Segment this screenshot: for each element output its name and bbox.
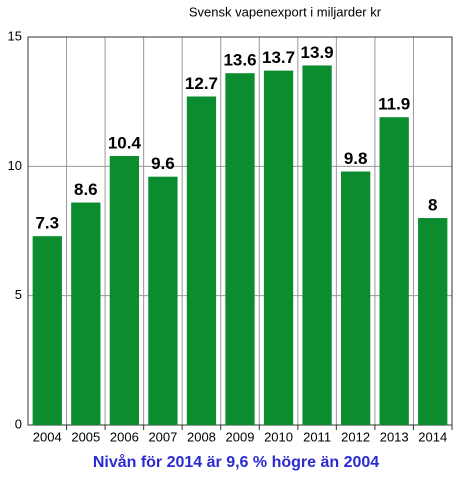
x-tick-label: 2010: [264, 429, 293, 444]
bar: [32, 236, 62, 425]
value-label: 8.6: [74, 180, 98, 199]
x-tick-label: 2004: [33, 429, 62, 444]
value-label: 13.7: [262, 48, 295, 67]
x-tick-label: 2007: [148, 429, 177, 444]
bar: [379, 117, 409, 425]
x-tick-label: 2011: [303, 429, 331, 444]
y-tick-label: 5: [15, 287, 22, 302]
x-tick-label: 2008: [187, 429, 216, 444]
bar: [148, 176, 178, 425]
bar: [225, 73, 255, 426]
x-tick-label: 2006: [110, 429, 139, 444]
value-label: 11.9: [378, 95, 410, 114]
value-label: 7.3: [35, 214, 59, 233]
x-tick-label: 2005: [71, 429, 100, 444]
value-label: 9.6: [151, 154, 175, 173]
bar: [109, 155, 140, 425]
y-tick-label: 10: [8, 158, 22, 173]
value-label: 8: [428, 196, 437, 215]
x-tick-label: 2012: [341, 429, 370, 444]
bar: [186, 96, 217, 425]
x-tick-label: 2013: [380, 429, 409, 444]
y-tick-label: 15: [8, 28, 22, 43]
bar: [302, 65, 332, 425]
bar: [340, 171, 371, 425]
x-tick-label: 2009: [226, 429, 255, 444]
value-label: 9.8: [344, 149, 368, 168]
chart-title: Svensk vapenexport i miljarder kr: [189, 4, 382, 19]
bar: [263, 70, 294, 426]
annotation: Nivån för 2014 är 9,6 % högre än 2004: [93, 453, 379, 471]
value-label: 13.6: [223, 51, 256, 70]
y-tick-label: 0: [15, 416, 22, 431]
value-label: 12.7: [185, 74, 218, 93]
x-tick-label: 2014: [418, 429, 447, 444]
value-label: 13.9: [301, 43, 334, 62]
value-label: 10.4: [108, 133, 142, 152]
bar: [418, 218, 448, 425]
bar: [71, 202, 101, 425]
